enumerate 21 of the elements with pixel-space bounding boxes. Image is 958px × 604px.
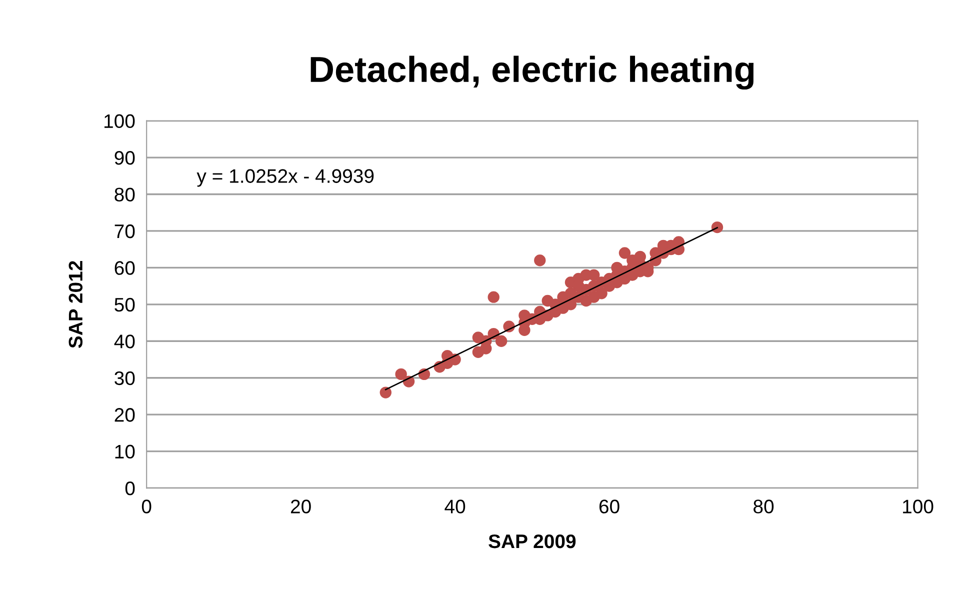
y-tick-label: 40 [114, 334, 135, 348]
x-tick-label: 0 [142, 500, 152, 514]
y-tick-label: 10 [115, 444, 135, 459]
x-tick-label: 60 [599, 500, 620, 514]
y-tick-label: 100 [104, 114, 135, 128]
x-tick-label: 80 [754, 500, 774, 514]
x-tick-label: 40 [444, 500, 466, 514]
y-axis-title: SAP 2012 [68, 261, 83, 348]
y-tick-label: 80 [114, 188, 135, 202]
y-tick-label: 60 [114, 261, 135, 275]
y-tick-label: 70 [114, 224, 135, 238]
y-tick-label: 90 [114, 150, 135, 165]
chart-title: Detached, electric heating [310, 56, 754, 90]
y-tick-label: 50 [114, 298, 135, 312]
x-tick-label: 100 [903, 500, 934, 514]
y-tick-label: 30 [114, 371, 135, 386]
annotation: y = 1.0252x - 4.9939 [196, 169, 374, 187]
x-axis-title: SAP 2009 [488, 534, 576, 548]
y-tick-label: 20 [114, 408, 135, 422]
x-tick-label: 20 [290, 500, 311, 514]
y-tick-label: 0 [125, 482, 135, 496]
